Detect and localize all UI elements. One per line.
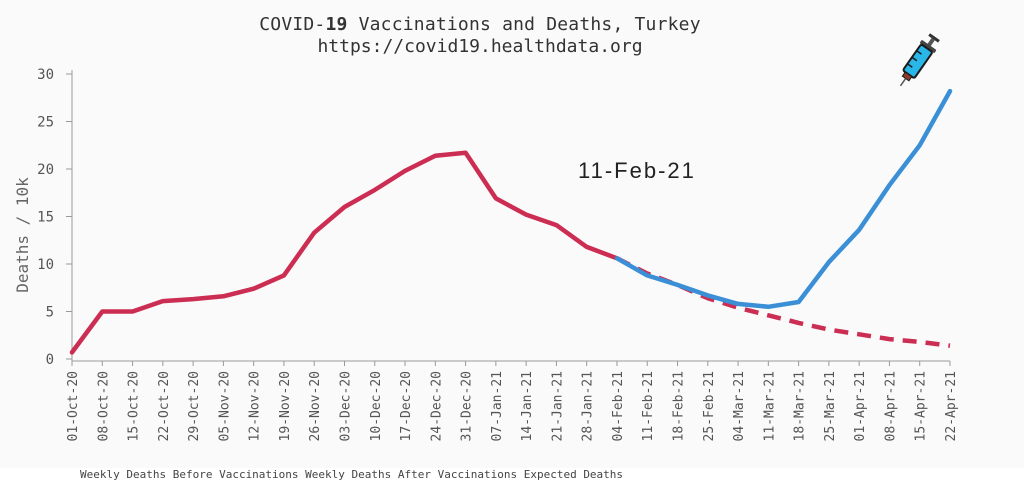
x-tick-label: 10-Dec-20 <box>369 371 384 441</box>
x-tick-label: 07-Jan-21 <box>490 371 505 441</box>
x-tick-label: 19-Nov-20 <box>278 371 293 441</box>
x-tick-label: 25-Feb-21 <box>702 371 717 441</box>
y-tick-label: 25 <box>37 115 54 131</box>
chart-title: COVID-19 Vaccinations and Deaths, Turkey <box>0 14 960 36</box>
x-tick-label: 18-Mar-21 <box>793 371 808 441</box>
x-axis: 01-Oct-20 08-Oct-20 15-Oct-20 22-Oct-20 29-O… <box>66 360 959 441</box>
legend-strip: Weekly Deaths Before Vaccinations Weekly… <box>0 468 1024 480</box>
x-tick-label: 26-Nov-20 <box>308 371 323 441</box>
x-tick-label: 17-Dec-20 <box>399 371 414 441</box>
x-tick-label: 11-Mar-21 <box>762 371 777 441</box>
x-tick-label: 25-Mar-21 <box>823 371 838 441</box>
date-annotation: 11-Feb-21 <box>578 158 696 183</box>
x-tick-label: 03-Dec-20 <box>338 371 353 441</box>
x-tick-label: 15-Oct-20 <box>127 371 142 441</box>
chart-subtitle: https://covid19.healthdata.org <box>317 36 643 57</box>
series-line-1 <box>614 88 953 310</box>
x-tick-label: 28-Jan-21 <box>581 371 596 441</box>
x-tick-label: 08-Apr-21 <box>883 371 898 441</box>
x-tick-label: 15-Apr-21 <box>914 371 929 441</box>
x-tick-label: 01-Oct-20 <box>66 371 81 441</box>
x-tick-label: 05-Nov-20 <box>217 371 232 441</box>
x-tick-label: 12-Nov-20 <box>248 371 263 441</box>
y-tick-label: 0 <box>46 352 54 368</box>
x-tick-label: 18-Feb-21 <box>672 371 687 441</box>
x-tick-label: 08-Oct-20 <box>96 371 111 441</box>
title-number: 19 <box>325 14 348 35</box>
series-layer <box>69 88 953 355</box>
syringe-icon <box>899 33 940 87</box>
x-tick-label: 29-Oct-20 <box>187 371 202 441</box>
y-tick-label: 20 <box>37 162 54 178</box>
x-tick-label: 11-Feb-21 <box>641 371 656 441</box>
x-tick-label: 24-Dec-20 <box>429 371 444 441</box>
x-tick-label: 31-Dec-20 <box>460 371 475 441</box>
y-axis: 0 5 10 15 20 25 30 <box>37 67 73 368</box>
y-tick-label: 10 <box>37 257 54 273</box>
y-tick-label: 30 <box>37 67 54 83</box>
x-tick-label: 21-Jan-21 <box>550 371 565 441</box>
x-tick-label: 22-Oct-20 <box>157 371 172 441</box>
y-tick-label: 15 <box>37 210 54 226</box>
series-line-0 <box>69 150 620 355</box>
y-axis-label: Deaths / 10k <box>13 177 32 293</box>
title-prefix: COVID- <box>259 14 326 35</box>
x-tick-label: 22-Apr-21 <box>944 371 959 441</box>
x-tick-label: 04-Feb-21 <box>611 371 626 441</box>
x-tick-label: 01-Apr-21 <box>853 371 868 441</box>
x-tick-label: 14-Jan-21 <box>520 371 535 441</box>
title-suffix: Vaccinations and Deaths, Turkey <box>347 14 701 35</box>
chart-title-block: COVID-19 Vaccinations and Deaths, Turkey… <box>0 14 960 58</box>
x-tick-label: 04-Mar-21 <box>732 371 747 441</box>
y-tick-label: 5 <box>46 305 54 321</box>
series-line-2 <box>615 256 951 348</box>
